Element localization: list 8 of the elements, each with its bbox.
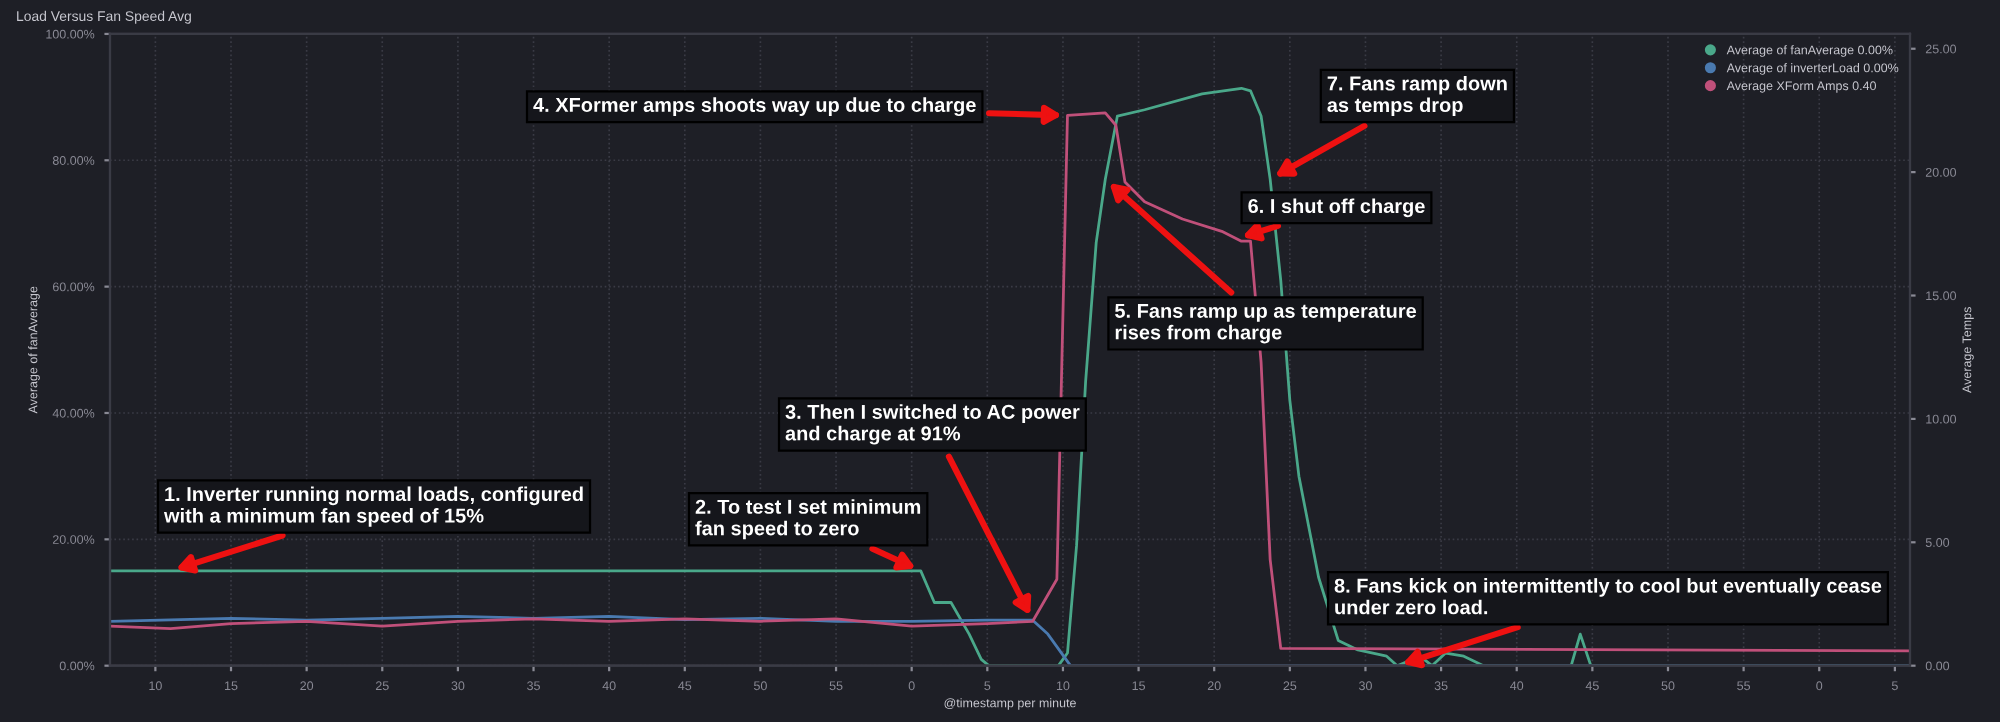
annotation: 8. Fans kick on intermittently to cool but eventually cease under zero load. (1334, 578, 1882, 615)
annotation: 5. Fans ramp up as temperature rises from charge (1115, 303, 1417, 344)
annotation: 6. I shut off charge (1248, 198, 1425, 218)
annotation: 4. XFormer amps shoots way up due to charge (533, 97, 976, 117)
annotation: 1. Inverter running normal loads, configured with a minimum fan speed of 15% (163, 486, 583, 527)
annotation: 7. Fans ramp down as temps drop (1327, 75, 1507, 117)
annotation: 2. To test I set minimum fan speed to zero (695, 499, 921, 540)
annotation: 3. Then I switched to AC power and charge at 91% (785, 404, 1080, 445)
